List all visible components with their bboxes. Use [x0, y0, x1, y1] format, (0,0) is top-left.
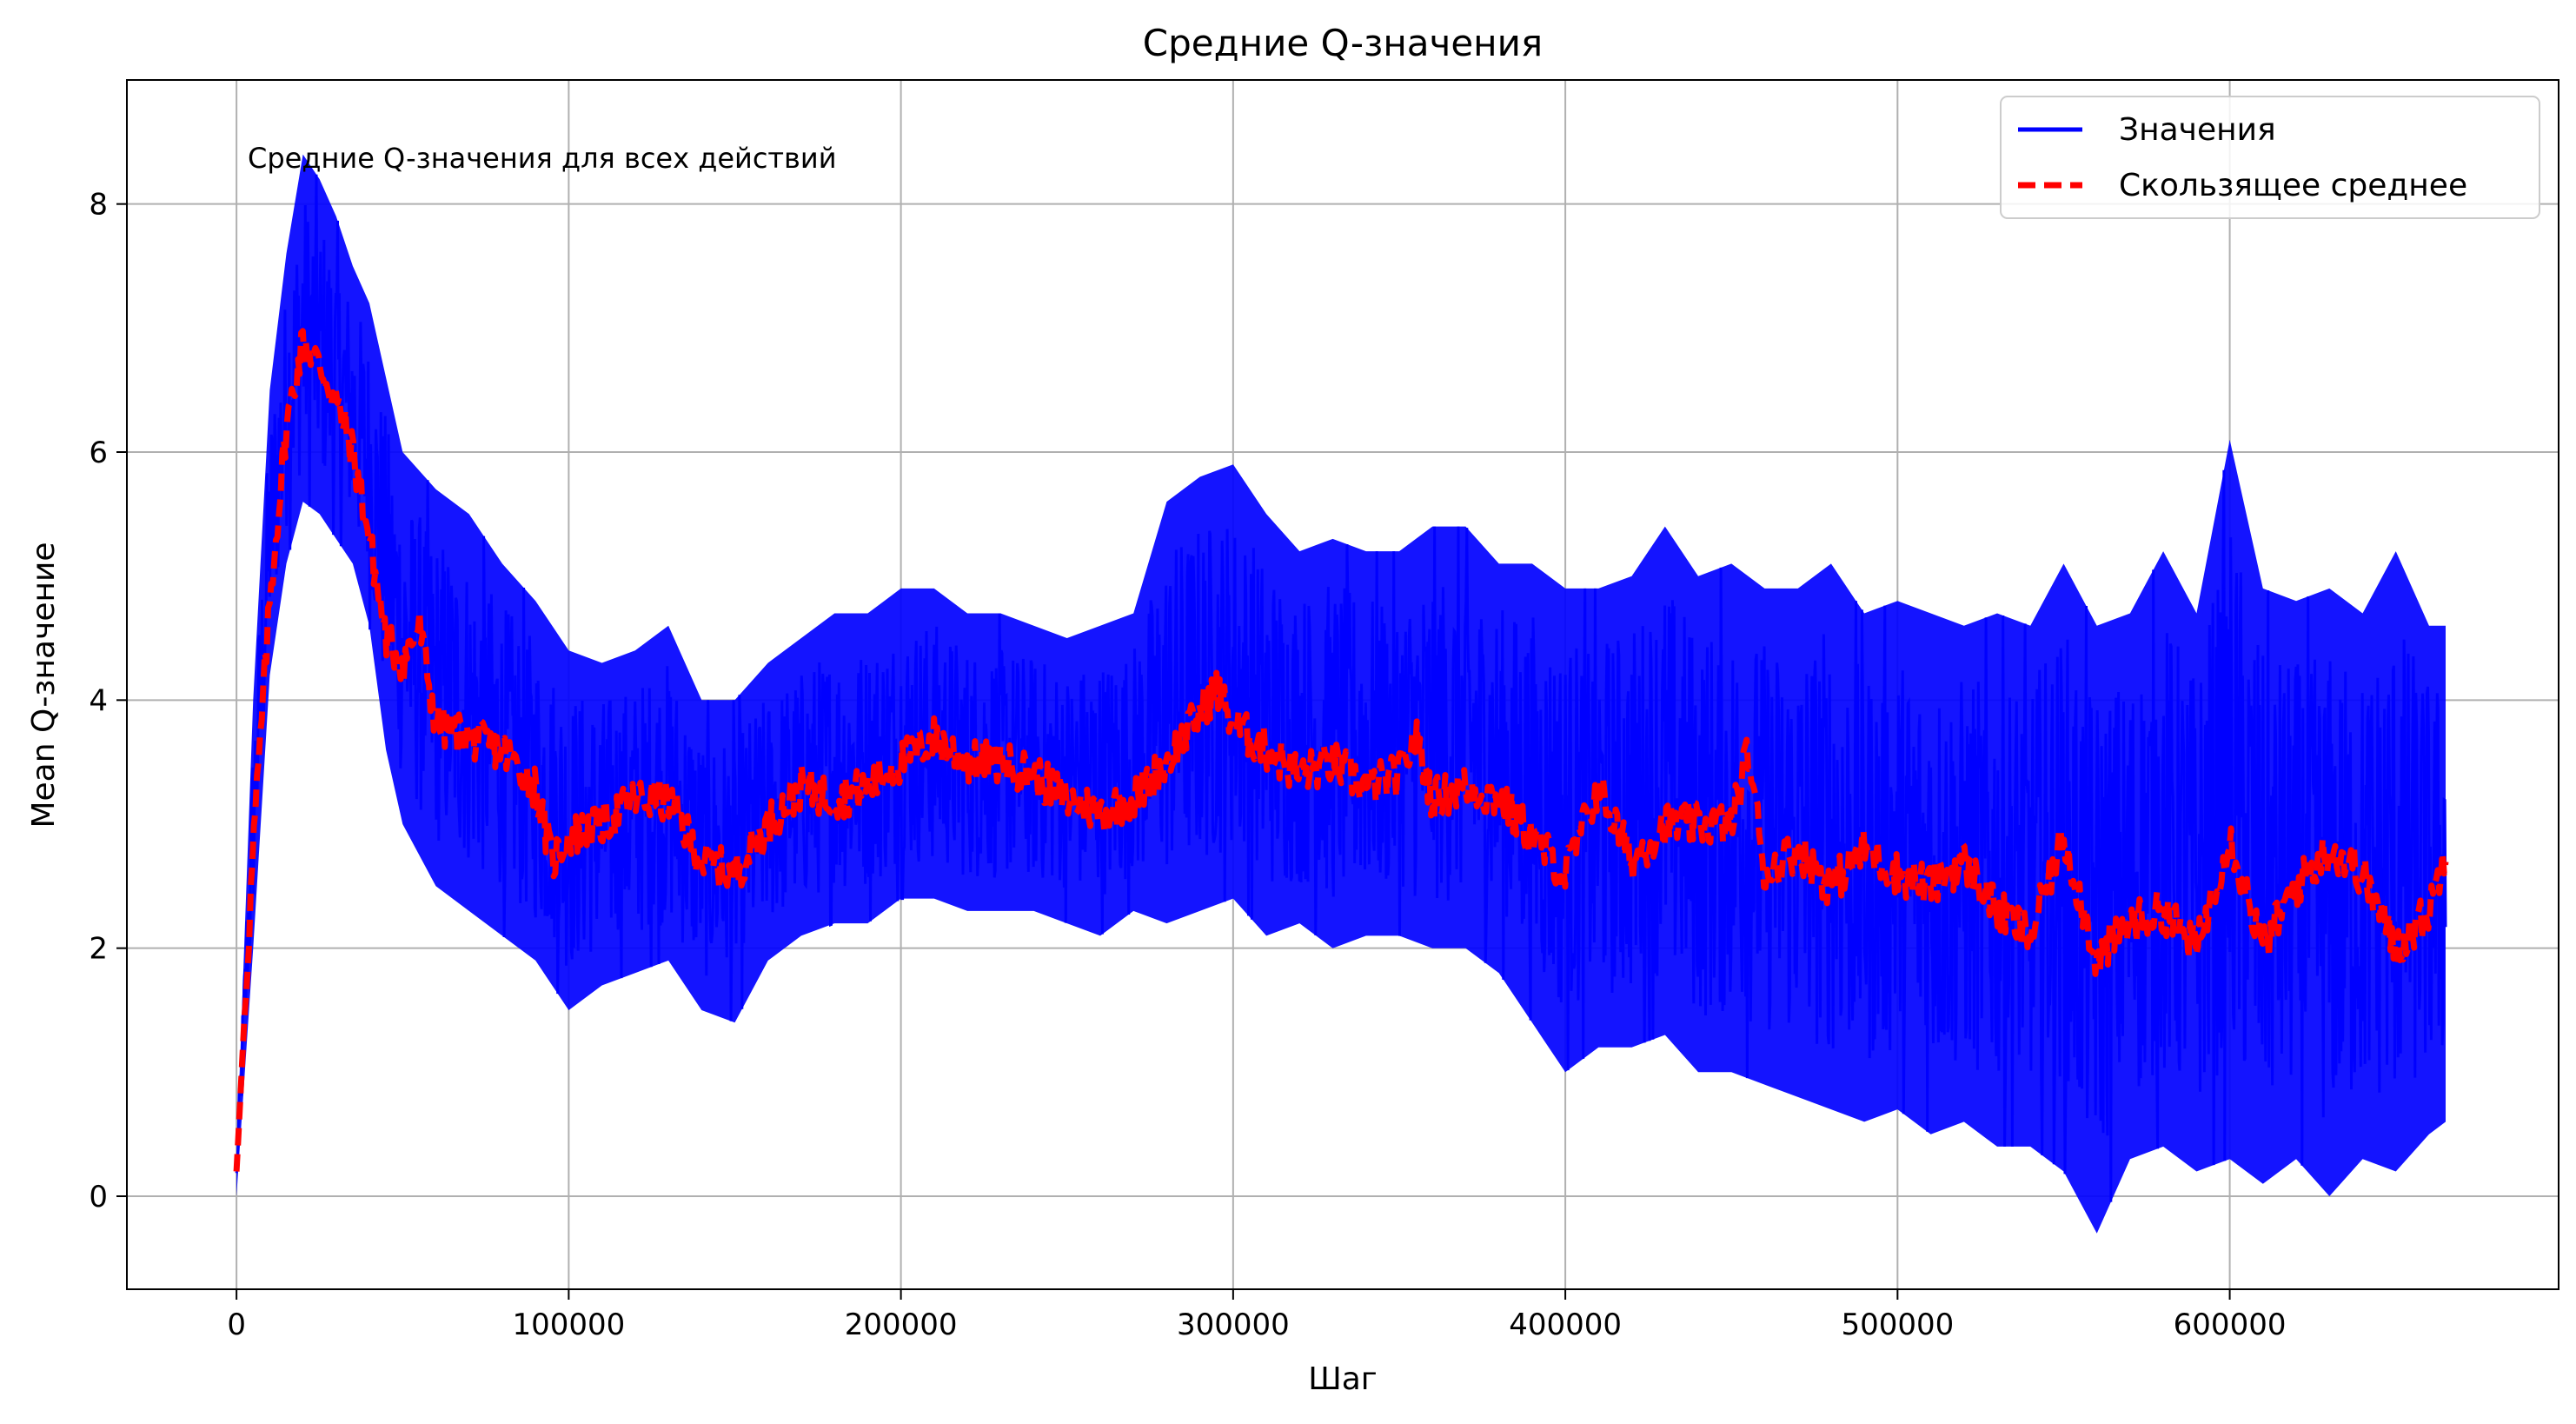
plot-annotation: Средние Q-значения для всех действий [248, 142, 837, 175]
moving-average-line [233, 328, 2449, 1172]
legend-label-values: Значения [2119, 112, 2276, 148]
axes-ticks: 0 100000 200000 300000 400000 500000 600000 0 2 4… [89, 188, 2286, 1342]
chart-title: Средние Q-значения [1143, 22, 1543, 64]
y-tick-label: 4 [89, 683, 108, 718]
x-tick-label: 600000 [2174, 1308, 2287, 1342]
y-axis-label: Mean Q-значение [26, 542, 62, 828]
legend-label-moving-average: Скользящее среднее [2119, 168, 2467, 203]
x-tick-label: 200000 [845, 1308, 958, 1342]
legend-box [2000, 96, 2540, 219]
plot-frame [126, 79, 2559, 1290]
y-tick-label: 0 [89, 1180, 108, 1214]
y-tick-label: 8 [89, 188, 108, 223]
y-tick-label: 2 [89, 932, 108, 967]
x-tick-label: 0 [227, 1308, 246, 1342]
x-tick-label: 300000 [1177, 1308, 1290, 1342]
series-moving-average [233, 328, 2449, 1172]
x-tick-label: 400000 [1509, 1308, 1622, 1342]
legend: Значения Скользящее среднее [2000, 96, 2540, 219]
x-tick-label: 100000 [512, 1308, 625, 1342]
x-axis-label: Шаг [1308, 1361, 1377, 1397]
x-tick-label: 500000 [1841, 1308, 1954, 1342]
y-tick-label: 6 [89, 436, 108, 470]
